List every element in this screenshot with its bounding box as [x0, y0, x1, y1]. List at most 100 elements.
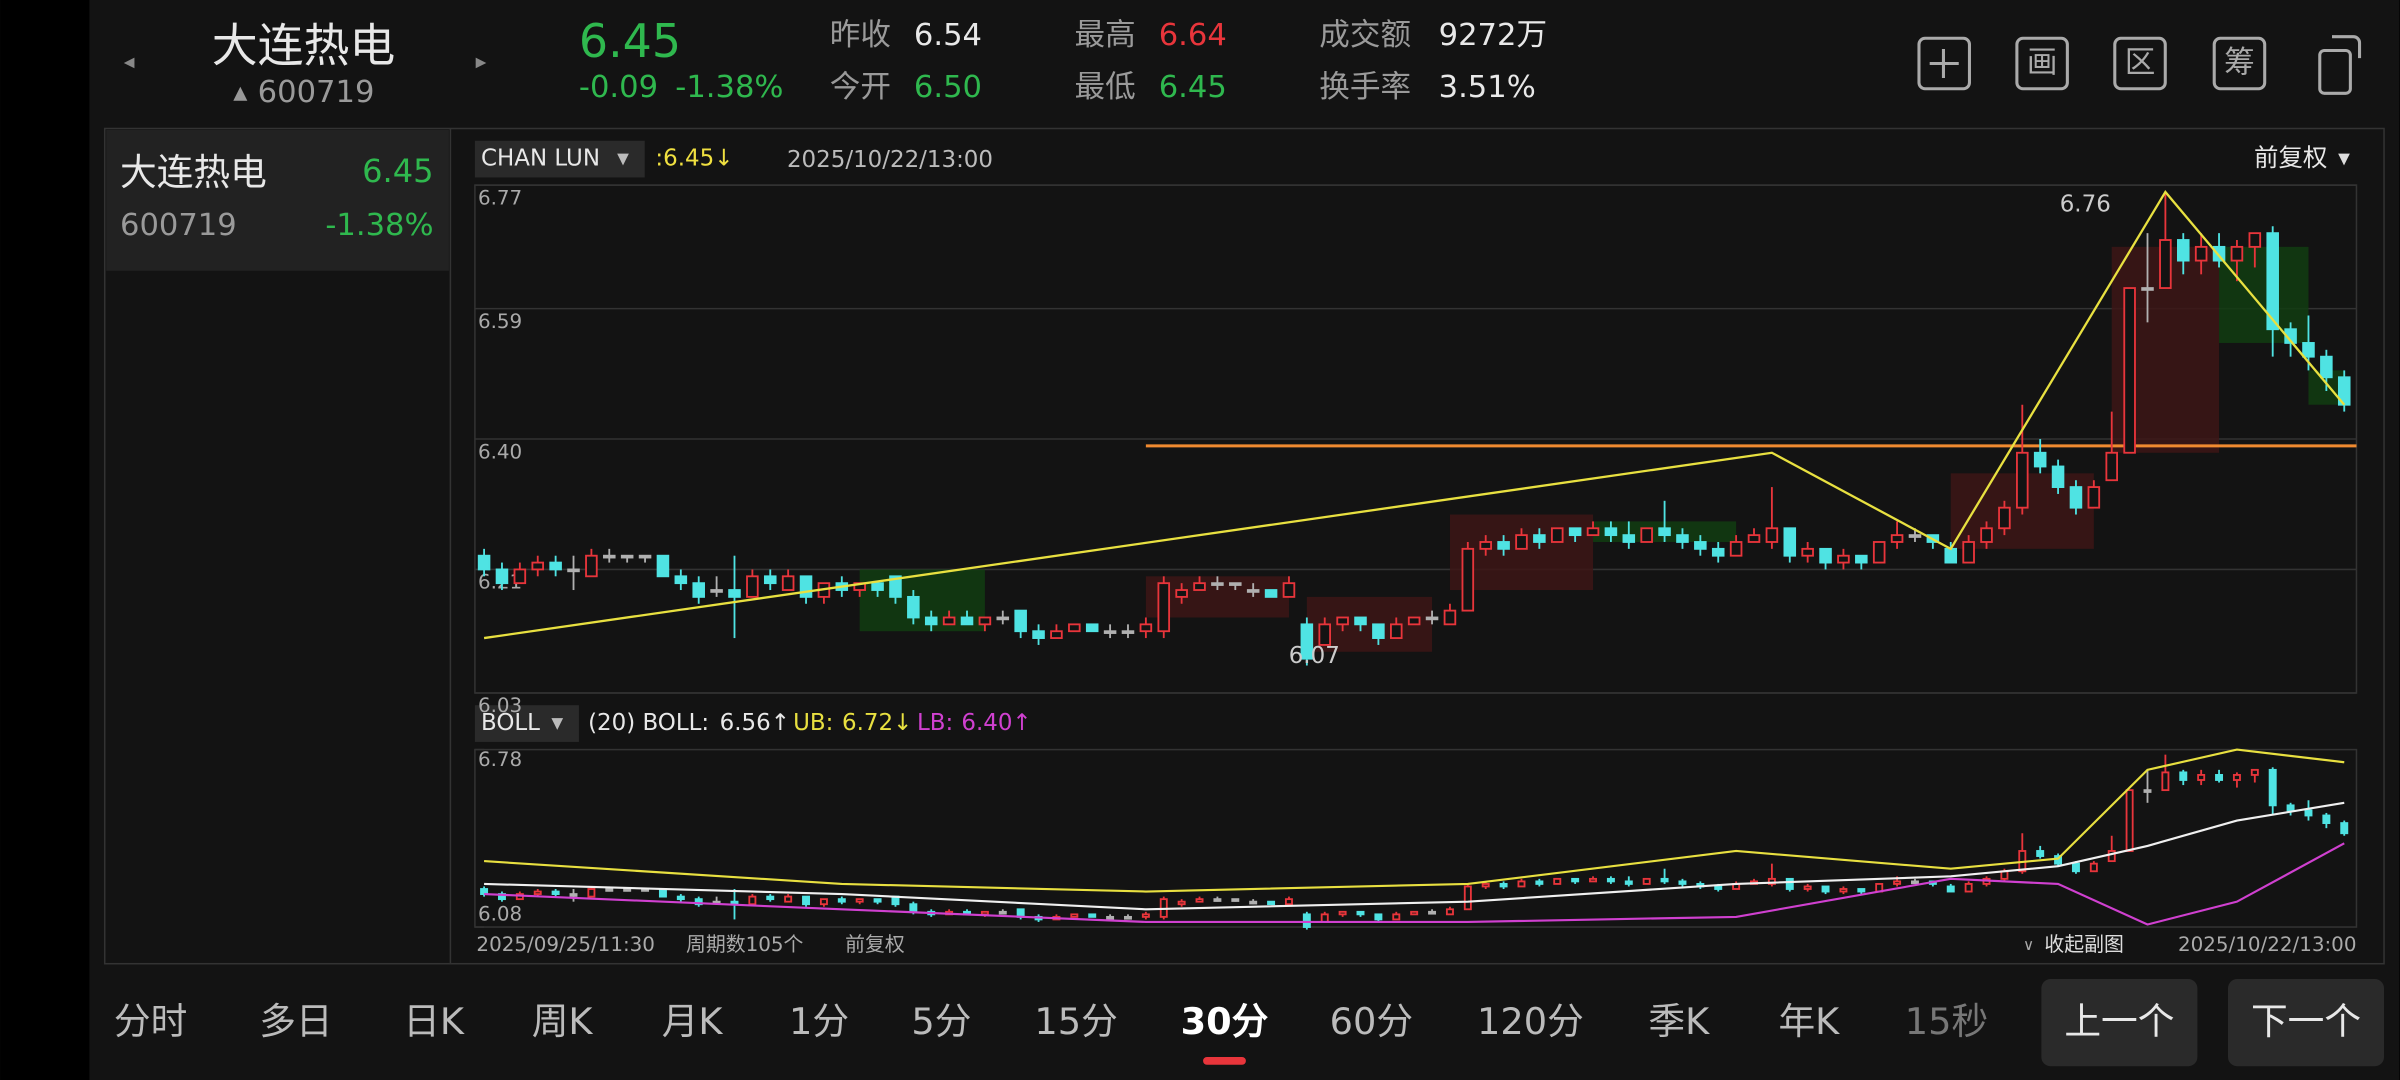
- sub-candle-body: [2215, 774, 2224, 781]
- candle-body: [1676, 534, 1689, 543]
- candle-body: [531, 561, 545, 571]
- toolbar-label: 区: [2125, 46, 2156, 81]
- candle-body: [1604, 527, 1618, 537]
- ub-label: UB:: [793, 710, 833, 736]
- candle-body: [1264, 589, 1278, 598]
- period-tab[interactable]: 120分: [1477, 1000, 1584, 1043]
- candle-body: [924, 616, 938, 626]
- sub-candle-body: [2322, 814, 2331, 825]
- candle-body: [871, 582, 884, 591]
- candle-body: [1282, 582, 1296, 598]
- toolbar: [1917, 35, 2362, 95]
- candle-body: [603, 554, 616, 559]
- period-tab[interactable]: 15秒: [1905, 1000, 1988, 1043]
- candle-body: [1336, 616, 1349, 626]
- candle-body: [942, 616, 956, 626]
- next-button[interactable]: [2227, 979, 2385, 1067]
- candle-body: [2248, 232, 2262, 248]
- candle-body: [1694, 541, 1707, 550]
- prev-button[interactable]: [2041, 979, 2198, 1067]
- lb-label: LB:: [917, 710, 953, 736]
- add-button[interactable]: [1917, 36, 1971, 91]
- value: 6.54: [914, 18, 982, 53]
- collapse-sub[interactable]: 收起副图: [2044, 933, 2124, 956]
- sub-candle-body: [1553, 877, 1562, 885]
- next-stock[interactable]: ▸: [476, 50, 487, 75]
- candle-body: [1246, 589, 1260, 593]
- period-tab[interactable]: 季K: [1648, 1000, 1710, 1043]
- candle-body: [620, 554, 634, 559]
- sub-candle-body: [1589, 877, 1598, 883]
- indicator-select[interactable]: [474, 140, 645, 178]
- sub-indicator-select[interactable]: [474, 705, 579, 742]
- sub-candle-body: [1267, 900, 1276, 906]
- candle-body: [1801, 547, 1814, 557]
- candle-body: [1103, 630, 1117, 634]
- sub-candle-body: [2089, 862, 2098, 873]
- sub-candle-body: [2286, 804, 2295, 812]
- period-tab[interactable]: 30分: [1181, 1000, 1269, 1043]
- sub-candle-body: [1195, 898, 1204, 903]
- sub-candle-body: [1463, 885, 1472, 911]
- sub-candle-body: [1624, 880, 1633, 885]
- candle-body: [763, 575, 777, 585]
- candle-body: [1461, 547, 1475, 612]
- candle-body: [2230, 245, 2244, 262]
- sub-candle-body: [1839, 888, 1848, 893]
- period-tab[interactable]: 15分: [1034, 1000, 1117, 1043]
- candle-body: [996, 616, 1010, 621]
- period-tab[interactable]: 5分: [911, 1000, 971, 1043]
- y-tick-label: 6.08: [478, 902, 522, 925]
- candle-body: [549, 561, 562, 571]
- active-underline: [1203, 1057, 1246, 1065]
- candle-body: [1855, 554, 1868, 564]
- candle-body: [1980, 527, 1993, 543]
- boll-ub: [484, 748, 2345, 893]
- sub-candle-body: [533, 890, 542, 895]
- sub-candle-body: [1911, 880, 1919, 885]
- draw-button[interactable]: [2015, 36, 2069, 91]
- period-tab[interactable]: 月K: [662, 1000, 724, 1043]
- boll-params: (20) BOLL:: [588, 710, 709, 736]
- candle-body: [1872, 541, 1886, 564]
- adjust-label: 前复权: [845, 933, 905, 956]
- period-tab[interactable]: 年K: [1778, 1000, 1840, 1043]
- adjust-select[interactable]: 前复权: [2254, 143, 2327, 172]
- period-tab[interactable]: 1分: [789, 1000, 849, 1043]
- range-button[interactable]: [2113, 36, 2167, 91]
- sub-candle-body: [2197, 774, 2206, 781]
- candle-body: [1211, 582, 1224, 586]
- period-tab[interactable]: 分时: [114, 1000, 187, 1043]
- sub-candle-body: [1088, 913, 1097, 918]
- next-label: 下一个: [2251, 1000, 2361, 1043]
- candle-body: [2141, 287, 2154, 291]
- prev-stock[interactable]: ◂: [124, 50, 135, 75]
- period-tab[interactable]: 多日: [259, 1000, 332, 1043]
- candle-body: [978, 616, 992, 626]
- period-tab[interactable]: 周K: [532, 1000, 594, 1043]
- sub-candle-body: [1767, 877, 1776, 885]
- rotate-arrow: [2332, 35, 2362, 59]
- candle-body: [1944, 547, 1958, 564]
- candle-body: [2069, 486, 2083, 509]
- candle-body: [710, 589, 723, 593]
- sub-candle-body: [623, 888, 632, 892]
- candle-body: [1157, 582, 1171, 633]
- rotate-button[interactable]: [2318, 48, 2352, 95]
- period-tab[interactable]: 60分: [1330, 1000, 1413, 1043]
- watch-item[interactable]: [106, 130, 449, 271]
- chip-button[interactable]: [2212, 36, 2267, 91]
- sub-candle-body: [1070, 913, 1079, 918]
- period-tab[interactable]: 日K: [403, 1000, 465, 1043]
- candle-body: [1747, 534, 1761, 543]
- candle-body: [1729, 541, 1743, 557]
- sub-candle-body: [1428, 910, 1437, 915]
- sub-candle-body: [784, 895, 793, 903]
- value: 9272万: [1439, 18, 1547, 53]
- candle-body: [2177, 239, 2190, 262]
- label: 昨收: [830, 18, 891, 53]
- sub-candle-body: [2340, 822, 2349, 835]
- sub-candle-body: [1177, 900, 1186, 906]
